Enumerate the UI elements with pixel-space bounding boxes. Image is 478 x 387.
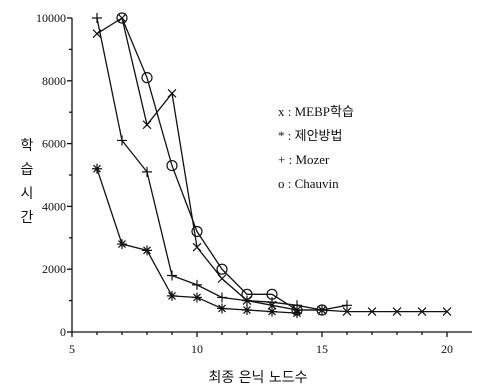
x-tick-label: 20 bbox=[441, 342, 453, 356]
data-point-circle bbox=[116, 12, 128, 24]
data-point-plus bbox=[217, 292, 227, 303]
data-point-plus bbox=[242, 295, 252, 306]
legend-entry-mebp: x : MEBP학습 bbox=[278, 104, 354, 119]
data-point-star bbox=[192, 292, 202, 303]
data-point-plus bbox=[342, 300, 352, 311]
data-point-star bbox=[167, 290, 177, 301]
x-tick-label: 5 bbox=[69, 342, 75, 356]
x-tick-label: 15 bbox=[316, 342, 328, 356]
data-point-plus bbox=[192, 279, 202, 290]
data-point-star bbox=[142, 245, 152, 256]
data-point-star bbox=[117, 239, 127, 250]
series-line bbox=[96, 16, 447, 313]
data-point-circle bbox=[291, 304, 303, 316]
data-point-circle bbox=[266, 288, 278, 300]
y-axis-title: 학 습 시 간 bbox=[21, 138, 34, 226]
data-point-x bbox=[367, 307, 377, 317]
data-point-x bbox=[192, 242, 202, 252]
series-layer bbox=[92, 12, 452, 319]
data-point-circle bbox=[241, 288, 253, 300]
x-axis-title: 최종 은닉 노드수 bbox=[208, 370, 307, 386]
data-point-x bbox=[167, 88, 177, 98]
legend-entry-mozer: + : Mozer bbox=[278, 152, 330, 167]
axis-frame bbox=[71, 18, 472, 333]
data-point-star bbox=[267, 306, 277, 317]
x-tick-label: 10 bbox=[191, 342, 203, 356]
legend-entry-chauvin: o : Chauvin bbox=[278, 176, 339, 191]
data-point-x bbox=[442, 307, 452, 317]
y-tick-label: 10000 bbox=[36, 11, 66, 25]
y-tick-label: 0 bbox=[60, 325, 66, 339]
series-line bbox=[96, 168, 298, 314]
data-point-plus bbox=[167, 270, 177, 281]
legend-entry-proposed: * : 제안방법 bbox=[278, 128, 342, 143]
data-point-star bbox=[242, 305, 252, 316]
legend: x : MEBP학습 * : 제안방법 + : Mozer o : Chauvi… bbox=[278, 104, 354, 191]
data-point-plus bbox=[117, 135, 127, 146]
ticks: 5 10 15 20 0 2000 4000 6000 8000 10000 bbox=[36, 11, 453, 356]
data-point-circle bbox=[316, 304, 328, 316]
y-tick-label: 6000 bbox=[42, 137, 66, 151]
y-axis-title-char-1: 학 bbox=[21, 138, 34, 154]
y-axis-title-char-2: 습 bbox=[21, 162, 34, 178]
data-point-x bbox=[342, 307, 352, 317]
data-point-x bbox=[217, 274, 227, 284]
data-point-star bbox=[92, 163, 102, 174]
y-axis-title-char-3: 시 bbox=[21, 186, 34, 202]
series-line bbox=[121, 17, 322, 311]
data-point-plus bbox=[142, 166, 152, 177]
data-point-star bbox=[292, 308, 302, 319]
y-tick-label: 8000 bbox=[42, 74, 66, 88]
data-point-x bbox=[392, 307, 402, 317]
series-* bbox=[92, 163, 302, 319]
y-tick-label: 2000 bbox=[42, 262, 66, 276]
data-point-plus bbox=[92, 13, 102, 23]
data-point-x bbox=[417, 307, 427, 317]
series-o bbox=[116, 12, 328, 316]
y-axis-title-char-4: 간 bbox=[21, 210, 34, 226]
data-point-x bbox=[142, 120, 152, 130]
axes bbox=[71, 18, 472, 333]
y-tick-label: 4000 bbox=[42, 199, 66, 213]
data-point-circle bbox=[216, 263, 228, 275]
data-point-star bbox=[217, 303, 227, 314]
data-point-circle bbox=[191, 225, 203, 238]
data-point-circle bbox=[166, 159, 178, 172]
series-x bbox=[92, 13, 452, 317]
data-point-circle bbox=[141, 72, 153, 84]
